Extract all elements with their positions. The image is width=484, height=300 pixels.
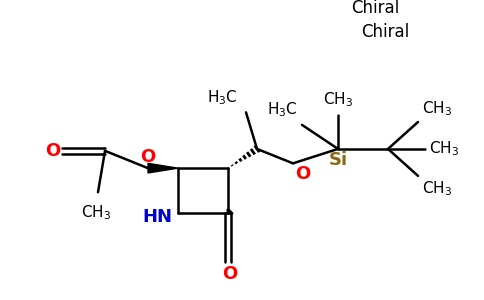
Text: CH$_3$: CH$_3$ [422, 99, 452, 118]
Text: CH$_3$: CH$_3$ [429, 140, 459, 158]
Text: O: O [222, 266, 238, 284]
Text: O: O [45, 142, 60, 160]
Text: O: O [140, 148, 156, 166]
Text: H$_3$C: H$_3$C [267, 100, 298, 119]
Polygon shape [148, 164, 178, 173]
Text: H$_3$C: H$_3$C [207, 88, 238, 106]
Text: CH$_3$: CH$_3$ [422, 180, 452, 198]
Text: Chiral: Chiral [351, 0, 399, 17]
Text: Si: Si [329, 151, 348, 169]
Text: O: O [295, 165, 310, 183]
Text: Chiral: Chiral [361, 23, 409, 41]
Text: CH$_3$: CH$_3$ [323, 91, 353, 110]
Text: CH$_3$: CH$_3$ [81, 204, 111, 223]
Text: HN: HN [142, 208, 172, 226]
